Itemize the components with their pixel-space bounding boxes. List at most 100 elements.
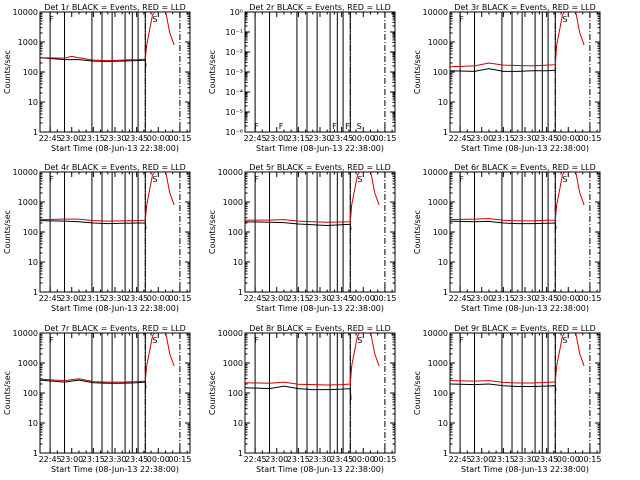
y-tick-label: 100 — [23, 68, 38, 77]
y-axis-label: Counts/sec — [413, 50, 422, 94]
event-marker-letter: F — [254, 122, 259, 131]
y-axis-label: Counts/sec — [208, 50, 217, 94]
x-tick-label: 00:00 — [352, 455, 375, 464]
panel-6: Det 6r BLACK = Events, RED = LLD 1 10 100 10… — [413, 163, 601, 313]
y-tick-label: 100 — [433, 68, 448, 77]
y-tick-label: 10000 — [423, 329, 448, 338]
x-tick-label: 23:00 — [265, 294, 288, 303]
y-tick-label: 100 — [23, 228, 38, 237]
panel-title: Det 7r BLACK = Events, RED = LLD — [44, 324, 186, 333]
event-marker-letter: S — [357, 336, 362, 345]
y-tick-label: 10⁻⁵ — [225, 108, 243, 117]
panel-9: Det 9r BLACK = Events, RED = LLD 1 10 100 10… — [413, 324, 601, 474]
panel-title: Det 9r BLACK = Events, RED = LLD — [454, 324, 596, 333]
panel-title: Det 2r BLACK = Events, RED = LLD — [249, 3, 391, 12]
y-tick-label: 10⁻³ — [225, 68, 243, 77]
event-marker-letter: F — [332, 122, 337, 131]
lld-series-line — [450, 172, 585, 222]
plot-frame — [449, 11, 601, 133]
panel-5: Det 5r BLACK = Events, RED = LLD 1 10 100 10… — [208, 163, 396, 313]
lld-series-line — [40, 12, 175, 62]
y-axis-label: Counts/sec — [3, 210, 12, 254]
panel-2: Det 2r BLACK = Events, RED = LLD 10⁻⁶ 10⁻⁵… — [208, 3, 396, 153]
panel-title: Det 1r BLACK = Events, RED = LLD — [44, 3, 186, 12]
y-tick-label: 1000 — [18, 198, 38, 207]
y-tick-label: 1000 — [18, 359, 38, 368]
event-marker-letter: S — [152, 175, 157, 184]
y-tick-label: 10 — [233, 258, 243, 267]
x-tick-label: 23:15 — [492, 455, 515, 464]
x-tick-label: 22:45 — [39, 134, 62, 143]
x-tick-label: 00:15 — [168, 134, 191, 143]
y-tick-label: 10000 — [218, 168, 243, 177]
x-tick-label: 23:45 — [330, 455, 353, 464]
x-tick-label: 23:30 — [308, 134, 331, 143]
x-tick-label: 23:00 — [265, 134, 288, 143]
event-marker-letter: F — [459, 336, 464, 345]
plot-area — [450, 172, 591, 292]
panel-title: Det 8r BLACK = Events, RED = LLD — [249, 324, 391, 333]
plot-frame — [244, 11, 396, 133]
x-tick-label: 23:45 — [330, 134, 353, 143]
plot-frame — [39, 11, 191, 133]
events-series-line — [450, 383, 557, 391]
y-tick-label: 10 — [438, 258, 448, 267]
x-tick-label: 23:00 — [470, 134, 493, 143]
y-tick-label: 1000 — [428, 198, 448, 207]
x-tick-label: 23:30 — [103, 455, 126, 464]
x-tick-label: 23:15 — [287, 134, 310, 143]
y-tick-label: 10000 — [13, 168, 38, 177]
x-tick-label: 23:45 — [125, 455, 148, 464]
panel-1: Det 1r BLACK = Events, RED = LLD 1 10 100 10… — [3, 3, 191, 153]
x-tick-label: 00:15 — [373, 455, 396, 464]
plot-frame — [244, 171, 396, 293]
events-series-line — [40, 57, 147, 67]
event-marker-letter: F — [254, 336, 259, 345]
panel-3: Det 3r BLACK = Events, RED = LLD 1 10 100 10… — [413, 3, 601, 153]
y-tick-label: 10⁻¹ — [225, 28, 243, 37]
x-tick-label: 00:00 — [147, 134, 170, 143]
y-tick-label: 1 — [238, 449, 243, 458]
x-tick-label: 22:45 — [39, 455, 62, 464]
y-tick-label: 1 — [33, 288, 38, 297]
y-tick-label: 1000 — [428, 359, 448, 368]
panel-title: Det 4r BLACK = Events, RED = LLD — [44, 163, 186, 172]
plot-frame — [449, 171, 601, 293]
panel-8: Det 8r BLACK = Events, RED = LLD 1 10 100 10… — [208, 324, 396, 474]
plot-frame — [244, 332, 396, 454]
events-series-line — [450, 220, 557, 229]
x-tick-label: 23:15 — [287, 455, 310, 464]
x-tick-label: 23:15 — [82, 455, 105, 464]
plot-frame — [39, 332, 191, 454]
plot-area — [450, 333, 591, 453]
x-axis-label: Start Time (08-Jun-13 22:38:00) — [461, 465, 589, 474]
panel-7: Det 7r BLACK = Events, RED = LLD 1 10 100 10… — [3, 324, 191, 474]
y-tick-label: 1000 — [18, 38, 38, 47]
x-axis-label: Start Time (08-Jun-13 22:38:00) — [51, 144, 179, 153]
event-marker-letter: F — [254, 175, 259, 184]
plot-area — [40, 12, 181, 132]
y-tick-label: 1 — [33, 128, 38, 137]
event-marker-letter: F — [459, 175, 464, 184]
event-marker-letter: S — [562, 175, 567, 184]
y-tick-label: 10 — [28, 419, 38, 428]
x-tick-label: 00:00 — [557, 134, 580, 143]
x-tick-label: 23:30 — [308, 294, 331, 303]
plot-area — [40, 333, 181, 453]
y-axis-label: Counts/sec — [208, 371, 217, 415]
x-tick-label: 23:30 — [513, 455, 536, 464]
x-tick-label: 23:00 — [60, 134, 83, 143]
x-tick-label: 00:00 — [352, 134, 375, 143]
lld-series-line — [40, 172, 175, 222]
event-marker-letter: S — [152, 15, 157, 24]
x-tick-label: 00:15 — [373, 134, 396, 143]
plot-frame — [449, 332, 601, 454]
lld-series-line — [450, 333, 585, 384]
x-tick-label: 22:45 — [449, 455, 472, 464]
x-tick-label: 23:00 — [470, 455, 493, 464]
x-axis-label: Start Time (08-Jun-13 22:38:00) — [256, 304, 384, 313]
x-tick-label: 23:00 — [60, 294, 83, 303]
events-series-line — [40, 379, 147, 388]
x-tick-label: 00:15 — [373, 294, 396, 303]
